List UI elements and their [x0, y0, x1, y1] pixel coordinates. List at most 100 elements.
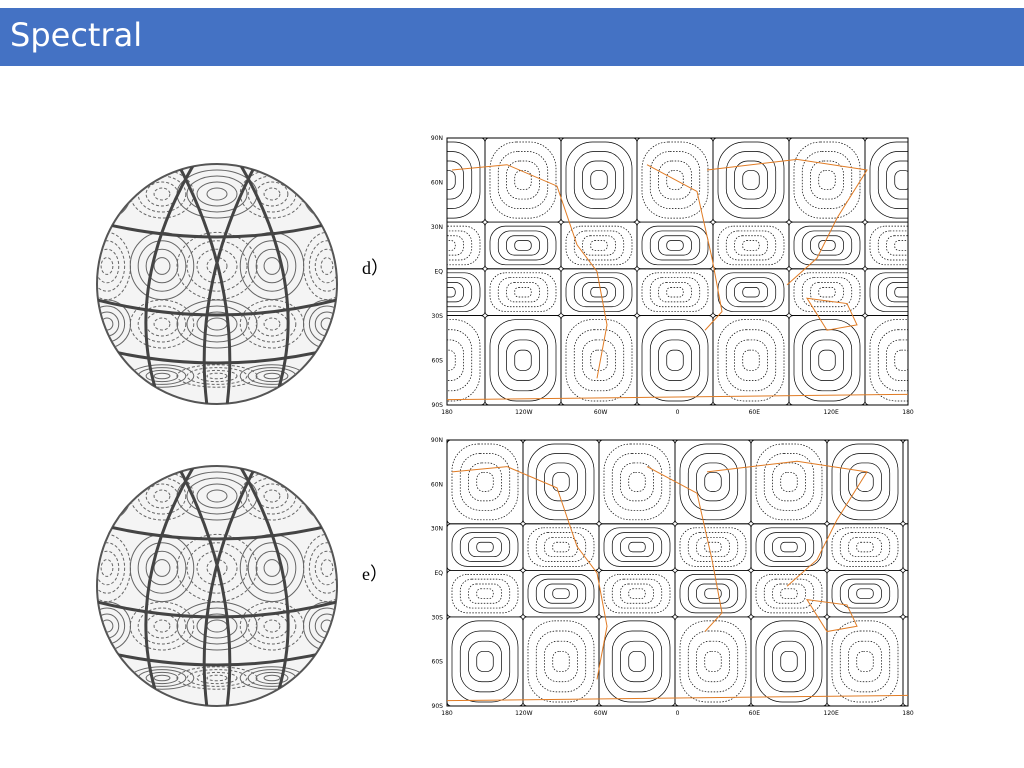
- contour: [894, 287, 908, 298]
- contour: [573, 151, 625, 209]
- contour: [856, 650, 874, 672]
- contour: [527, 573, 595, 614]
- lat-label: 90S: [432, 703, 444, 710]
- contour: [468, 583, 502, 604]
- contour: [755, 620, 823, 703]
- contour: [780, 472, 798, 492]
- lat-label: EQ: [434, 269, 443, 276]
- contour: [196, 671, 238, 685]
- contour: [848, 537, 882, 558]
- contour: [320, 489, 334, 503]
- contour: [206, 674, 228, 682]
- contour: [658, 339, 692, 381]
- contour: [717, 141, 785, 219]
- map-contours: [363, 138, 908, 405]
- contour: [100, 674, 114, 682]
- cell: [902, 440, 908, 525]
- contour: [255, 483, 289, 509]
- contour: [620, 462, 654, 502]
- contour: [565, 319, 633, 402]
- cell: [902, 616, 908, 706]
- contour: [877, 277, 908, 308]
- contour: [628, 541, 646, 553]
- contour: [582, 235, 616, 256]
- contour: [97, 483, 120, 509]
- contour: [459, 578, 511, 609]
- contour: [641, 141, 709, 219]
- coastline: [447, 694, 908, 702]
- meridian: [202, 466, 259, 706]
- contour: [869, 141, 908, 219]
- contour: [916, 453, 966, 510]
- contour: [687, 630, 739, 693]
- contour: [894, 349, 908, 371]
- contour: [393, 641, 426, 682]
- contour: [97, 666, 131, 690]
- contour: [451, 620, 519, 703]
- contour: [206, 257, 228, 275]
- contour: [590, 240, 608, 251]
- contour: [137, 477, 187, 515]
- contour: [725, 230, 777, 261]
- lat-label: 60S: [432, 358, 444, 365]
- contour: [363, 287, 380, 297]
- contour: [933, 542, 950, 552]
- contour: [742, 349, 760, 371]
- contour: [401, 589, 418, 599]
- contour: [793, 141, 861, 219]
- contour: [320, 559, 334, 577]
- lon-label: 0: [676, 710, 680, 717]
- contour: [451, 443, 519, 521]
- contour: [755, 443, 823, 521]
- contour: [145, 369, 179, 383]
- contour: [925, 537, 958, 556]
- contour: [308, 175, 337, 213]
- contour: [176, 601, 258, 651]
- contour: [696, 583, 730, 604]
- contour: [801, 277, 853, 308]
- contour: [497, 329, 549, 392]
- contour: [687, 532, 739, 562]
- contour: [153, 187, 171, 201]
- contour: [401, 472, 418, 491]
- map-frame: [446, 137, 909, 406]
- contour: [303, 666, 337, 690]
- contour: [611, 453, 663, 511]
- contour: [763, 578, 815, 609]
- contour: [916, 579, 966, 608]
- contour: [100, 489, 114, 503]
- contour: [933, 651, 950, 671]
- contour: [401, 651, 418, 671]
- contour: [831, 573, 899, 614]
- contour: [666, 287, 684, 298]
- contour: [303, 169, 337, 219]
- contour: [535, 453, 587, 511]
- contour: [725, 277, 777, 308]
- contour: [763, 453, 815, 511]
- contour: [527, 527, 595, 567]
- contour: [459, 630, 511, 693]
- contour: [247, 542, 297, 594]
- contour: [153, 559, 171, 577]
- contour: [649, 151, 701, 209]
- contour: [137, 305, 187, 343]
- contour: [679, 620, 747, 703]
- contour: [877, 230, 908, 261]
- coastline: [451, 164, 608, 379]
- lon-label: 60W: [594, 409, 608, 416]
- contour: [573, 329, 625, 392]
- contour: [818, 349, 836, 371]
- contour: [831, 443, 899, 521]
- contour: [734, 235, 768, 256]
- contour: [565, 225, 633, 266]
- contour: [100, 559, 114, 577]
- contour: [145, 550, 179, 586]
- globe-disc: [96, 163, 338, 405]
- contour: [742, 287, 760, 298]
- contour: [497, 230, 549, 261]
- lat-label: 90N: [431, 135, 443, 142]
- contour: [704, 588, 722, 599]
- contour: [97, 169, 131, 219]
- contour: [97, 175, 126, 213]
- cell: [864, 315, 908, 405]
